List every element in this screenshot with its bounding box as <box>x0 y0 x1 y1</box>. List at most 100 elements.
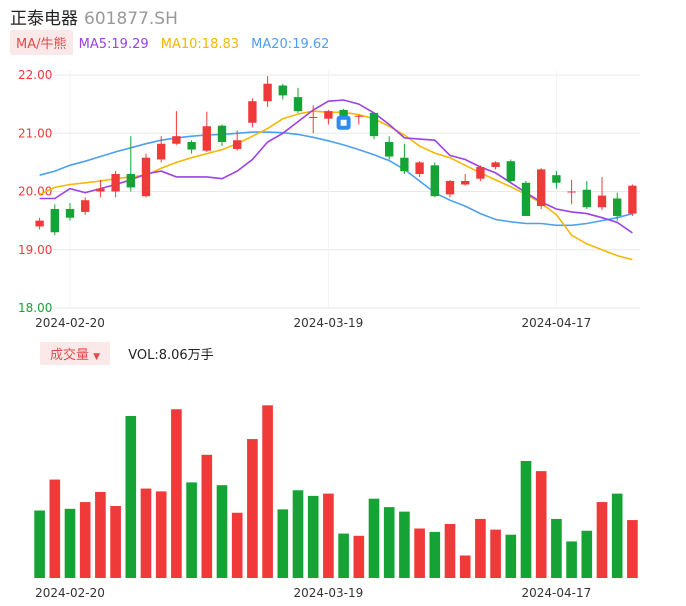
date-tick-label: 2024-03-19 <box>294 316 364 330</box>
volume-bar <box>338 533 349 578</box>
candle-body <box>172 136 181 144</box>
volume-bar <box>201 454 213 578</box>
candle-body <box>354 115 363 117</box>
event-marker-icon-inner <box>340 119 347 126</box>
volume-date-tick-label: 2024-03-19 <box>294 586 364 600</box>
candle-body <box>476 167 485 179</box>
volume-bar <box>262 405 273 578</box>
volume-bar <box>399 511 410 578</box>
volume-bar <box>475 518 486 578</box>
volume-bar <box>490 529 501 578</box>
candle-body <box>35 220 44 227</box>
volume-bar <box>216 485 228 578</box>
candle-body <box>248 101 257 123</box>
volume-bar <box>627 520 638 578</box>
ma20-line <box>39 131 633 227</box>
volume-date-tick-label: 2024-02-20 <box>35 586 105 600</box>
volume-bar <box>186 482 197 578</box>
volume-bar <box>520 461 532 578</box>
volume-bar <box>596 502 608 578</box>
volume-bar <box>277 509 289 578</box>
candle-body <box>628 185 637 214</box>
volume-bar <box>110 506 121 578</box>
candle-body <box>339 109 348 119</box>
candle-body <box>415 162 424 175</box>
volume-type-label: 成交量 <box>50 348 90 363</box>
ma10-label: MA10:18.83 <box>160 37 240 52</box>
volume-bar <box>247 439 258 578</box>
volume-bar <box>414 528 425 578</box>
candle-body <box>111 174 120 192</box>
candle-body <box>597 195 607 208</box>
volume-bar <box>231 512 243 578</box>
volume-bar <box>505 534 517 578</box>
price-tick-label: 21.00 <box>18 126 52 140</box>
candle-body <box>385 141 394 157</box>
candle-body <box>400 157 409 172</box>
price-tick-label: 19.00 <box>18 243 52 257</box>
candle-body <box>81 200 90 212</box>
volume-legend: 成交量 ▼ VOL:8.06万手 <box>40 342 214 365</box>
volume-bar <box>611 493 623 578</box>
volume-value-label: VOL:8.06万手 <box>128 348 214 363</box>
ma-type-selector[interactable]: MA/牛熊 <box>10 30 73 55</box>
price-tick-label: 22.00 <box>18 68 52 82</box>
volume-bar <box>34 510 45 578</box>
volume-bar <box>581 530 593 578</box>
candle-body <box>567 191 576 193</box>
volume-bar <box>49 479 61 578</box>
candle-body <box>202 126 211 151</box>
volume-bar <box>429 531 441 578</box>
candle-body <box>506 161 515 182</box>
candle-body <box>157 143 166 160</box>
candle-body <box>278 85 287 96</box>
dropdown-arrow-icon: ▼ <box>93 352 101 362</box>
volume-bar <box>64 508 76 578</box>
candle-body <box>537 169 546 207</box>
candle-body <box>309 116 318 118</box>
volume-type-selector[interactable]: 成交量 ▼ <box>40 342 111 365</box>
ma-legend: MA/牛熊 MA5:19.29 MA10:18.83 MA20:19.62 <box>10 30 337 55</box>
candle-body <box>126 174 135 188</box>
candle-body <box>445 181 455 195</box>
volume-date-tick-label: 2024-04-17 <box>522 586 592 600</box>
candle-body <box>552 175 561 183</box>
candle-body <box>582 189 591 208</box>
ma20-label: MA20:19.62 <box>251 37 330 52</box>
candle-body <box>293 97 303 112</box>
price-tick-label: 18.00 <box>18 301 52 315</box>
candle-body <box>233 140 242 149</box>
candle-body <box>96 188 105 192</box>
stock-name: 正泰电器 <box>10 9 78 29</box>
candle-body <box>369 112 379 137</box>
ma10-line <box>39 110 633 261</box>
candle-body <box>613 198 622 216</box>
candle-body <box>263 83 272 102</box>
stock-title: 正泰电器 601877.SH <box>10 4 178 29</box>
volume-bar <box>79 502 91 578</box>
volume-bar <box>140 488 152 578</box>
volume-bar <box>125 416 137 578</box>
volume-bar <box>171 409 182 578</box>
volume-bar <box>535 471 547 578</box>
volume-bar <box>155 491 167 578</box>
candle-body <box>521 182 531 216</box>
candle-body <box>187 141 196 150</box>
ma5-line <box>39 99 633 234</box>
candle-body <box>461 181 470 185</box>
candle-body <box>65 208 75 218</box>
volume-bar <box>307 495 319 578</box>
volume-bar <box>353 535 365 578</box>
candle-body <box>491 162 500 168</box>
volume-bar <box>566 541 577 578</box>
volume-bar <box>368 498 380 578</box>
candle-body <box>430 165 439 197</box>
volume-bar <box>292 490 304 578</box>
volume-bar <box>323 493 334 578</box>
volume-bar <box>459 555 471 578</box>
price-tick-label: 20.00 <box>18 185 52 199</box>
candle-body <box>141 157 151 197</box>
candle-body <box>324 111 333 119</box>
stock-code: 601877.SH <box>84 9 178 29</box>
